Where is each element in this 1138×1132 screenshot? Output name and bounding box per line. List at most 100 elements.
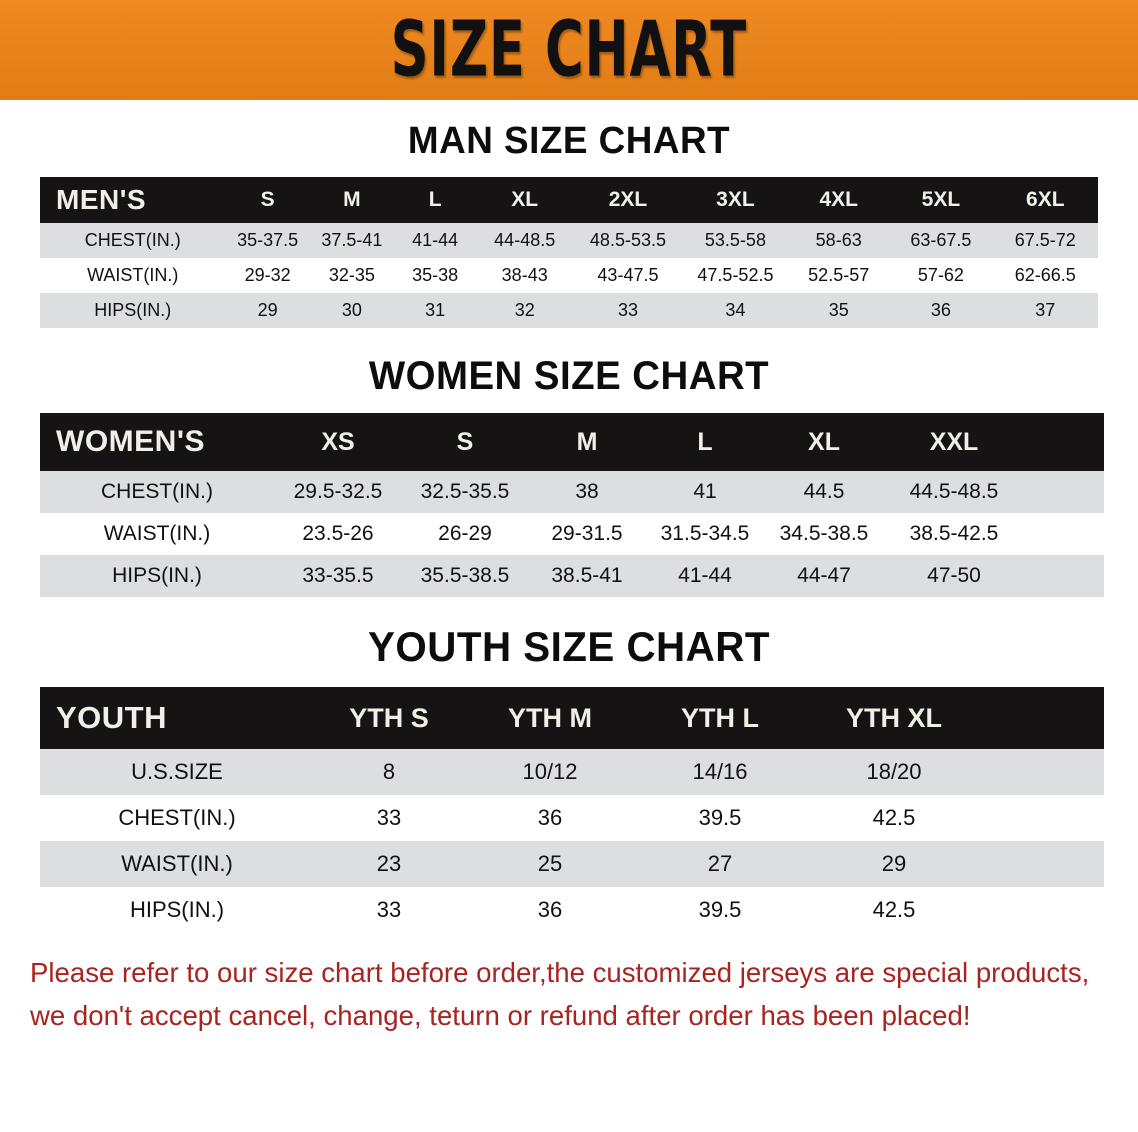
women-corner-label: WOMEN'S	[40, 413, 274, 471]
women-size-header: XL	[764, 413, 884, 471]
man-measure-cell: 41-44	[394, 223, 477, 258]
women-measure-cell: 29-31.5	[528, 513, 646, 555]
man-measure-cell: 35-37.5	[225, 223, 310, 258]
man-measure-cell: 37.5-41	[309, 223, 395, 258]
youth-size-header: YTH XL	[804, 687, 984, 749]
women-measure-cell: 41-44	[646, 555, 764, 597]
man-size-header: 2XL	[573, 177, 683, 223]
table-row: CHEST(IN.) 29.5-32.5 32.5-35.5 38 41 44.5 44.5…	[40, 471, 1104, 513]
man-measure-cell: 58-63	[788, 223, 890, 258]
women-size-header: S	[402, 413, 528, 471]
order-policy-note-line-1: Please refer to our size chart before or…	[30, 957, 1090, 988]
man-row-label: WAIST(IN.)	[40, 258, 226, 293]
youth-size-header: YTH L	[636, 687, 804, 749]
youth-row-label: U.S.SIZE	[40, 749, 314, 795]
man-size-header: 6XL	[992, 177, 1098, 223]
women-size-header: M	[528, 413, 646, 471]
table-row: WAIST(IN.) 23.5-26 26-29 29-31.5 31.5-34.5 34…	[40, 513, 1104, 555]
women-measure-cell: 41	[646, 471, 764, 513]
women-row-label: CHEST(IN.)	[40, 471, 274, 513]
youth-measure-cell: 10/12	[464, 749, 636, 795]
man-size-table: MEN'S S M L XL 2XL 3XL 4XL 5XL 6XL CHEST(IN.) 35-3…	[40, 177, 1098, 328]
women-measure-cell: 44.5	[764, 471, 884, 513]
man-corner-label: MEN'S	[40, 177, 226, 223]
youth-measure-cell: 23	[314, 841, 464, 887]
man-measure-cell: 67.5-72	[992, 223, 1098, 258]
man-measure-cell: 29	[225, 293, 310, 328]
table-row: WAIST(IN.) 23 25 27 29	[40, 841, 1104, 887]
man-measure-cell: 38-43	[476, 258, 574, 293]
women-table-wrap: WOMEN'S XS S M L XL XXL CHEST(IN.) 29.5-32.5 32.…	[40, 413, 1104, 597]
youth-size-header: YTH M	[464, 687, 636, 749]
women-section-title: WOMEN SIZE CHART	[368, 354, 770, 398]
man-measure-cell: 63-67.5	[889, 223, 993, 258]
man-size-header: M	[309, 177, 395, 223]
man-table-head: MEN'S S M L XL 2XL 3XL 4XL 5XL 6XL	[40, 177, 1098, 223]
women-measure-cell: 47-50	[884, 555, 1024, 597]
women-measure-cell: 32.5-35.5	[402, 471, 528, 513]
man-measure-cell: 35-38	[394, 258, 477, 293]
man-measure-cell: 52.5-57	[788, 258, 890, 293]
youth-table-wrap: YOUTH YTH S YTH M YTH L YTH XL U.S.SIZE 8 10/1…	[40, 687, 1104, 933]
man-size-header: 5XL	[889, 177, 993, 223]
youth-measure-cell: 18/20	[804, 749, 984, 795]
man-measure-cell: 32-35	[309, 258, 395, 293]
youth-corner-label: YOUTH	[40, 687, 314, 749]
man-measure-cell: 48.5-53.5	[573, 223, 683, 258]
man-measure-cell: 32	[476, 293, 574, 328]
women-measure-cell: 26-29	[402, 513, 528, 555]
women-header-row: WOMEN'S XS S M L XL XXL	[40, 413, 1104, 471]
youth-table-body: U.S.SIZE 8 10/12 14/16 18/20 CHEST(IN.) 33 36 39…	[40, 749, 1104, 933]
women-size-header: L	[646, 413, 764, 471]
youth-measure-cell: 39.5	[636, 887, 804, 933]
women-row-label: WAIST(IN.)	[40, 513, 274, 555]
women-measure-cell: 35.5-38.5	[402, 555, 528, 597]
man-row-label: HIPS(IN.)	[40, 293, 226, 328]
youth-measure-cell: 42.5	[804, 887, 984, 933]
youth-measure-cell: 29	[804, 841, 984, 887]
youth-measure-cell: 39.5	[636, 795, 804, 841]
youth-measure-cell	[984, 887, 1104, 933]
youth-table-head: YOUTH YTH S YTH M YTH L YTH XL	[40, 687, 1104, 749]
women-measure-cell: 38	[528, 471, 646, 513]
youth-measure-cell	[984, 795, 1104, 841]
youth-header-row: YOUTH YTH S YTH M YTH L YTH XL	[40, 687, 1104, 749]
youth-size-table: YOUTH YTH S YTH M YTH L YTH XL U.S.SIZE 8 10/1…	[40, 687, 1104, 933]
youth-measure-cell: 36	[464, 887, 636, 933]
man-row-label: CHEST(IN.)	[40, 223, 226, 258]
women-measure-cell: 23.5-26	[274, 513, 402, 555]
table-row: HIPS(IN.) 29 30 31 32 33 34 35 36 37	[40, 293, 1098, 328]
table-row: WAIST(IN.) 29-32 32-35 35-38 38-43 43-47.5 47.…	[40, 258, 1098, 293]
youth-measure-cell: 25	[464, 841, 636, 887]
youth-section-title: YOUTH SIZE CHART	[368, 623, 770, 670]
youth-size-header	[984, 687, 1104, 749]
table-row: CHEST(IN.) 35-37.5 37.5-41 41-44 44-48.5 48.5…	[40, 223, 1098, 258]
man-measure-cell: 35	[788, 293, 890, 328]
man-measure-cell: 31	[394, 293, 477, 328]
women-row-label: HIPS(IN.)	[40, 555, 274, 597]
women-size-header	[1024, 413, 1104, 471]
man-measure-cell: 53.5-58	[682, 223, 789, 258]
page-banner: SIZE CHART	[0, 0, 1138, 100]
youth-measure-cell: 14/16	[636, 749, 804, 795]
women-measure-cell: 38.5-41	[528, 555, 646, 597]
man-measure-cell: 34	[682, 293, 789, 328]
youth-size-header: YTH S	[314, 687, 464, 749]
women-size-header: XXL	[884, 413, 1024, 471]
man-header-row: MEN'S S M L XL 2XL 3XL 4XL 5XL 6XL	[40, 177, 1098, 223]
women-measure-cell	[1024, 513, 1104, 555]
man-size-header: 4XL	[788, 177, 890, 223]
youth-measure-cell: 33	[314, 795, 464, 841]
women-measure-cell	[1024, 555, 1104, 597]
youth-row-label: CHEST(IN.)	[40, 795, 314, 841]
youth-row-label: HIPS(IN.)	[40, 887, 314, 933]
man-measure-cell: 37	[992, 293, 1098, 328]
table-row: HIPS(IN.) 33-35.5 35.5-38.5 38.5-41 41-44 44-…	[40, 555, 1104, 597]
man-measure-cell: 33	[573, 293, 683, 328]
page-title: SIZE CHART	[390, 4, 748, 95]
youth-measure-cell: 42.5	[804, 795, 984, 841]
man-measure-cell: 62-66.5	[992, 258, 1098, 293]
man-section-title: MAN SIZE CHART	[407, 120, 731, 162]
women-table-body: CHEST(IN.) 29.5-32.5 32.5-35.5 38 41 44.5 44.5…	[40, 471, 1104, 597]
women-measure-cell: 38.5-42.5	[884, 513, 1024, 555]
